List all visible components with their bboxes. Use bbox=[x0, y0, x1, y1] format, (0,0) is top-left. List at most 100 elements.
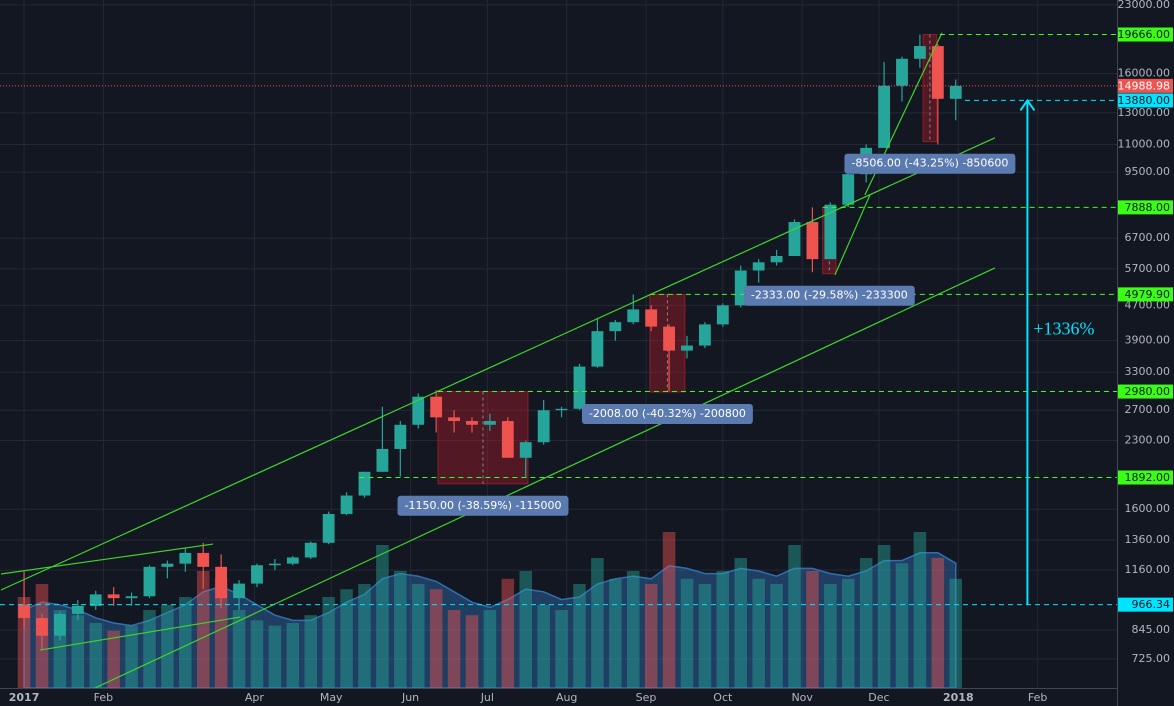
volume-pane bbox=[17, 532, 963, 689]
candle-body bbox=[394, 424, 407, 449]
candle-body bbox=[412, 396, 425, 425]
candle-body bbox=[304, 542, 317, 558]
volume-bar bbox=[824, 584, 837, 688]
volume-bar bbox=[143, 610, 156, 688]
level-tag bbox=[1118, 78, 1173, 93]
level-tag bbox=[1118, 287, 1173, 302]
x-tick-label: Feb bbox=[94, 691, 113, 704]
candle-body bbox=[358, 471, 371, 496]
x-tick-label: Oct bbox=[713, 691, 733, 704]
candle-body bbox=[824, 204, 837, 260]
volume-bar bbox=[501, 578, 515, 688]
trend-line bbox=[834, 194, 871, 276]
measure-label: -8506.00 (-43.25%) -850600 bbox=[851, 157, 1008, 170]
x-tick-label: Dec bbox=[868, 691, 889, 704]
y-tick-label: 2300.00 bbox=[1125, 434, 1171, 447]
candle-body bbox=[71, 605, 84, 614]
trend-line bbox=[94, 267, 996, 689]
volume-bar bbox=[626, 571, 640, 688]
measure-label-box bbox=[844, 153, 1016, 174]
volume-bar bbox=[644, 584, 658, 688]
measure-label-box bbox=[743, 285, 915, 306]
y-tick-label: 845.00 bbox=[1132, 623, 1171, 636]
candle-body bbox=[931, 46, 944, 99]
candle-body bbox=[143, 566, 156, 597]
x-tick-label: May bbox=[320, 691, 343, 704]
candle-body bbox=[878, 85, 890, 148]
volume-bar bbox=[161, 604, 174, 688]
volume-bar bbox=[304, 615, 318, 688]
volume-ma-area bbox=[23, 552, 957, 689]
volume-bar bbox=[573, 584, 586, 688]
candle-body bbox=[681, 345, 693, 351]
measure-label: -2333.00 (-29.58%) -233300 bbox=[751, 289, 908, 302]
volume-bar bbox=[877, 545, 891, 688]
volume-bar bbox=[107, 630, 120, 688]
level-tag bbox=[1118, 93, 1173, 108]
volume-bar bbox=[89, 623, 102, 688]
y-tick-label: 1600.00 bbox=[1125, 502, 1171, 515]
candle-body bbox=[609, 322, 622, 332]
candle-body bbox=[466, 421, 478, 425]
volume-bar bbox=[859, 558, 873, 688]
volume-bar bbox=[214, 578, 228, 688]
volume-bar bbox=[949, 578, 963, 688]
y-tick-label: 1160.00 bbox=[1125, 563, 1171, 576]
volume-bar bbox=[483, 610, 497, 688]
volume-bar bbox=[394, 571, 407, 688]
y-tick-label: 3900.00 bbox=[1125, 334, 1171, 347]
y-tick-label: 2700.00 bbox=[1125, 403, 1171, 416]
candle-body bbox=[161, 563, 174, 567]
measure-label: -2008.00 (-40.32%) -200800 bbox=[589, 407, 746, 420]
y-tick-label: 16000.00 bbox=[1118, 67, 1171, 80]
volume-bar bbox=[232, 610, 246, 688]
candle-body bbox=[376, 448, 389, 472]
y-tick-label: 11000.00 bbox=[1118, 137, 1171, 150]
volume-bar bbox=[609, 578, 622, 688]
candle-body bbox=[645, 309, 658, 327]
candle-body bbox=[179, 552, 192, 564]
candle-body bbox=[125, 596, 138, 599]
volume-bar bbox=[698, 584, 712, 688]
candle-body bbox=[663, 326, 675, 351]
volume-bar bbox=[196, 571, 210, 688]
arrow-head bbox=[1019, 98, 1036, 112]
volume-bar bbox=[537, 604, 550, 688]
candle-body bbox=[896, 58, 908, 86]
level-tag-label: 2980.00 bbox=[1125, 385, 1171, 398]
candle-body bbox=[788, 222, 801, 257]
trend-line bbox=[0, 137, 996, 591]
y-tick-label: 23000.00 bbox=[1118, 0, 1171, 11]
x-tick-label: Feb bbox=[1028, 691, 1047, 704]
x-tick-label: 2018 bbox=[943, 691, 974, 704]
candle-body bbox=[268, 563, 281, 566]
y-tick-label: 3300.00 bbox=[1125, 365, 1171, 378]
volume-bar bbox=[913, 532, 927, 688]
level-tag-label: 7888.00 bbox=[1125, 201, 1171, 214]
level-tag-label: 14988.98 bbox=[1118, 79, 1171, 92]
y-tick-label: 1360.00 bbox=[1125, 533, 1171, 546]
x-tick-label: Jun bbox=[401, 691, 419, 704]
volume-bar bbox=[931, 558, 945, 688]
y-tick-label: 5700.00 bbox=[1125, 262, 1171, 275]
x-tick-label: Jul bbox=[480, 691, 494, 704]
trend-line bbox=[39, 616, 241, 651]
volume-bar bbox=[17, 597, 31, 688]
volume-bar bbox=[680, 578, 694, 688]
volume-bar bbox=[770, 584, 783, 688]
candle-body bbox=[949, 85, 962, 99]
y-tick-label: 6700.00 bbox=[1125, 231, 1171, 244]
candle-body bbox=[215, 566, 228, 599]
candle-body bbox=[913, 46, 926, 59]
measure-label-box bbox=[397, 495, 569, 516]
x-tick-label: 2017 bbox=[9, 691, 40, 704]
volume-bar bbox=[429, 589, 443, 688]
candle-body bbox=[233, 583, 245, 599]
volume-bar bbox=[716, 571, 730, 688]
candle-body bbox=[573, 366, 586, 409]
candle-body bbox=[806, 222, 819, 260]
candle-body bbox=[430, 396, 443, 418]
x-tick-label: Sep bbox=[636, 691, 657, 704]
candle-body bbox=[501, 421, 514, 458]
